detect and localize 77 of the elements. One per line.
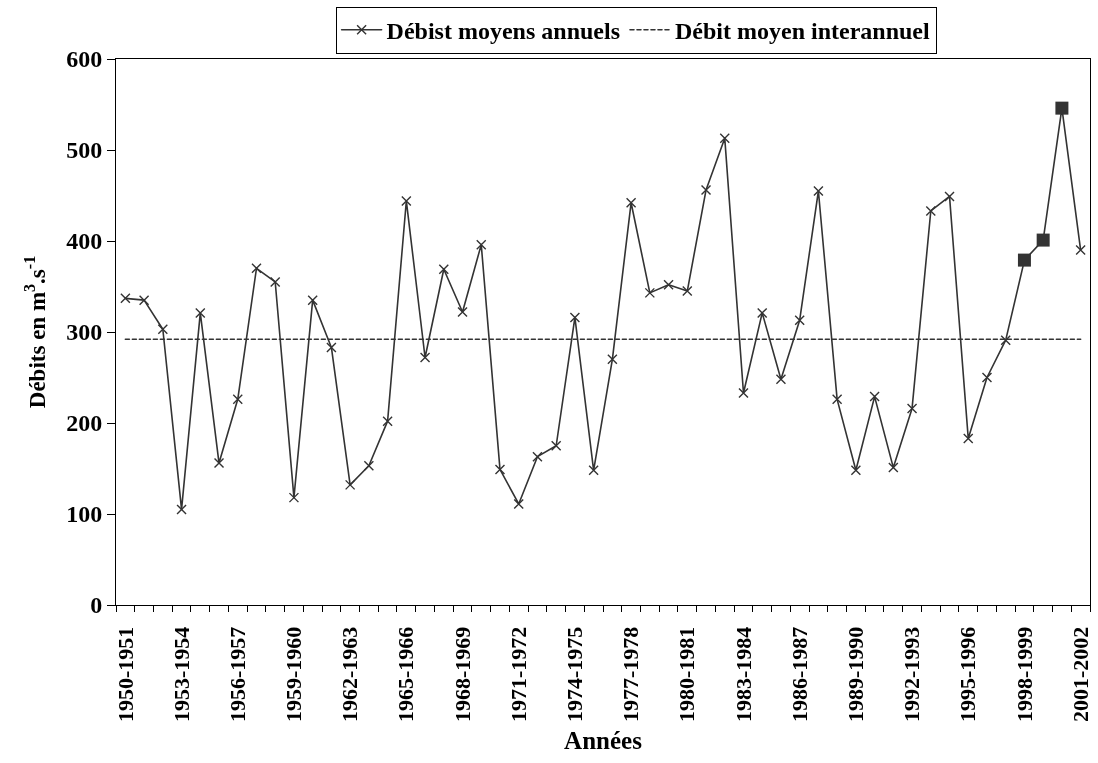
- point: [569, 312, 581, 323]
- x-tick-label: 1986-1987: [786, 626, 812, 723]
- point: [1000, 334, 1011, 346]
- point: [326, 342, 337, 353]
- point: [138, 294, 150, 306]
- point: [532, 451, 543, 462]
- point: [906, 403, 918, 414]
- point: [719, 132, 730, 144]
- y-tick-label: 400: [66, 228, 103, 255]
- point: [270, 276, 281, 288]
- point: [1075, 244, 1086, 256]
- point: [419, 352, 431, 363]
- point: [981, 372, 993, 383]
- point: [120, 293, 131, 304]
- point: [682, 285, 693, 297]
- point: [307, 294, 318, 306]
- x-tick-label: 1998-1999: [1011, 626, 1037, 723]
- x-tick-label: 1974-1975: [562, 626, 588, 723]
- y-tick-label: 300: [66, 319, 103, 346]
- y-tick-label: 500: [66, 137, 103, 164]
- point: [438, 264, 449, 275]
- x-tick-label: 1995-1996: [955, 626, 981, 723]
- point: [775, 374, 787, 385]
- point: [288, 492, 300, 503]
- point: [850, 465, 862, 476]
- x-tick-label: 1962-1963: [337, 626, 363, 723]
- point: [663, 279, 674, 290]
- x-tick-label: 2001-2002: [1067, 626, 1093, 723]
- point: [550, 440, 562, 451]
- x-tick-label: 1992-1993: [899, 626, 925, 723]
- x-tick-label: 1956-1957: [224, 626, 250, 723]
- point: [813, 185, 824, 197]
- point: [888, 462, 899, 473]
- x-tick-label: 1959-1960: [281, 626, 307, 723]
- point: [607, 354, 618, 365]
- point: [251, 263, 262, 274]
- y-tick-label: 600: [66, 46, 103, 73]
- y-tick-label: 0: [90, 592, 103, 619]
- point: [476, 239, 487, 250]
- point: [944, 191, 955, 202]
- point: [176, 504, 187, 515]
- point: [195, 307, 206, 319]
- point: [494, 464, 506, 475]
- x-tick-label: 1965-1966: [393, 626, 419, 723]
- point: [794, 314, 805, 326]
- x-tick-label: 1989-1990: [843, 626, 869, 723]
- point: [213, 457, 225, 469]
- point: [344, 479, 356, 491]
- point: [625, 197, 637, 208]
- point: [157, 324, 169, 335]
- x-tick-label: 1971-1972: [505, 626, 531, 723]
- point: [382, 415, 393, 427]
- x-tick-label: 1983-1984: [730, 626, 756, 723]
- legend-label: Débit moyen interannuel: [674, 18, 930, 45]
- point: [644, 287, 656, 299]
- point: [757, 307, 768, 319]
- point: [588, 465, 599, 476]
- x-tick-label: 1950-1951: [112, 626, 138, 723]
- point: [457, 306, 468, 318]
- x-tick-label: 1980-1981: [674, 626, 700, 723]
- point: [963, 433, 974, 444]
- y-tick-label: 100: [66, 501, 103, 528]
- point: [700, 184, 712, 196]
- point: [232, 394, 243, 405]
- point: [401, 195, 412, 207]
- y-tick-label: 200: [66, 410, 103, 437]
- point: [869, 391, 880, 402]
- legend-label: Débist moyens annuels: [386, 18, 620, 45]
- point: [363, 460, 375, 471]
- x-tick-label: 1953-1954: [168, 626, 194, 723]
- point: [925, 205, 936, 217]
- point: [831, 394, 843, 405]
- point: [513, 498, 524, 510]
- x-tick-label: 1977-1978: [618, 626, 644, 723]
- point: [738, 387, 749, 399]
- x-axis-title: Années: [564, 727, 643, 755]
- x-tick-label: 1968-1969: [449, 626, 475, 723]
